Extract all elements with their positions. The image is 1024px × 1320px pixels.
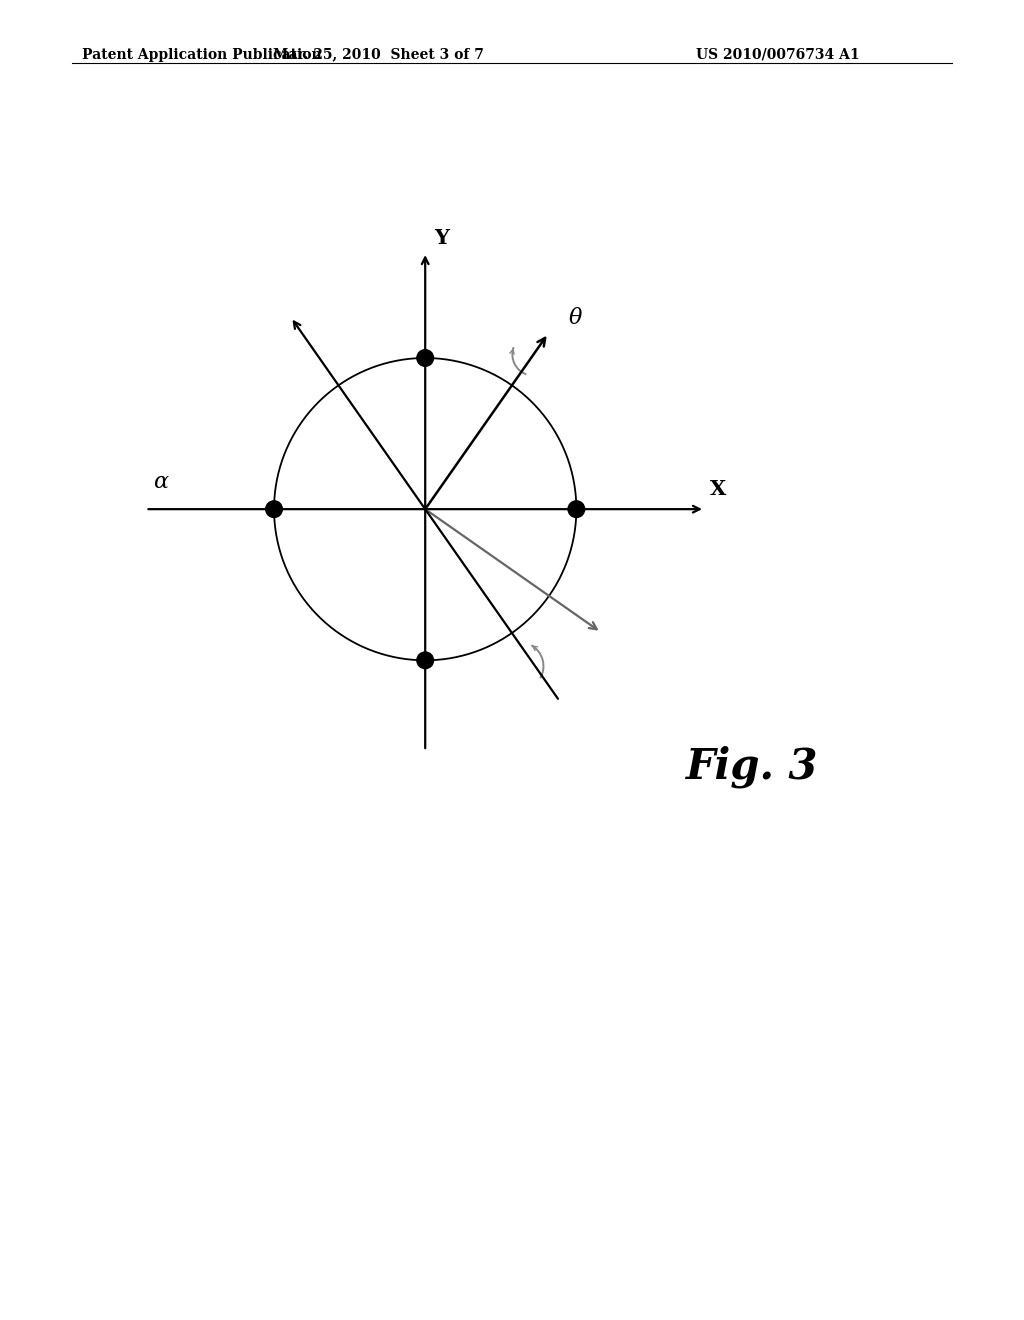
Text: Y: Y (434, 227, 450, 248)
Circle shape (417, 350, 433, 367)
Circle shape (266, 500, 283, 517)
Text: Patent Application Publication: Patent Application Publication (82, 48, 322, 62)
Circle shape (568, 500, 585, 517)
Text: US 2010/0076734 A1: US 2010/0076734 A1 (696, 48, 860, 62)
Text: α: α (154, 471, 168, 492)
Text: Mar. 25, 2010  Sheet 3 of 7: Mar. 25, 2010 Sheet 3 of 7 (273, 48, 484, 62)
Text: Fig. 3: Fig. 3 (686, 746, 818, 788)
Circle shape (417, 652, 433, 669)
Text: θ: θ (569, 308, 583, 329)
Text: X: X (710, 479, 726, 499)
